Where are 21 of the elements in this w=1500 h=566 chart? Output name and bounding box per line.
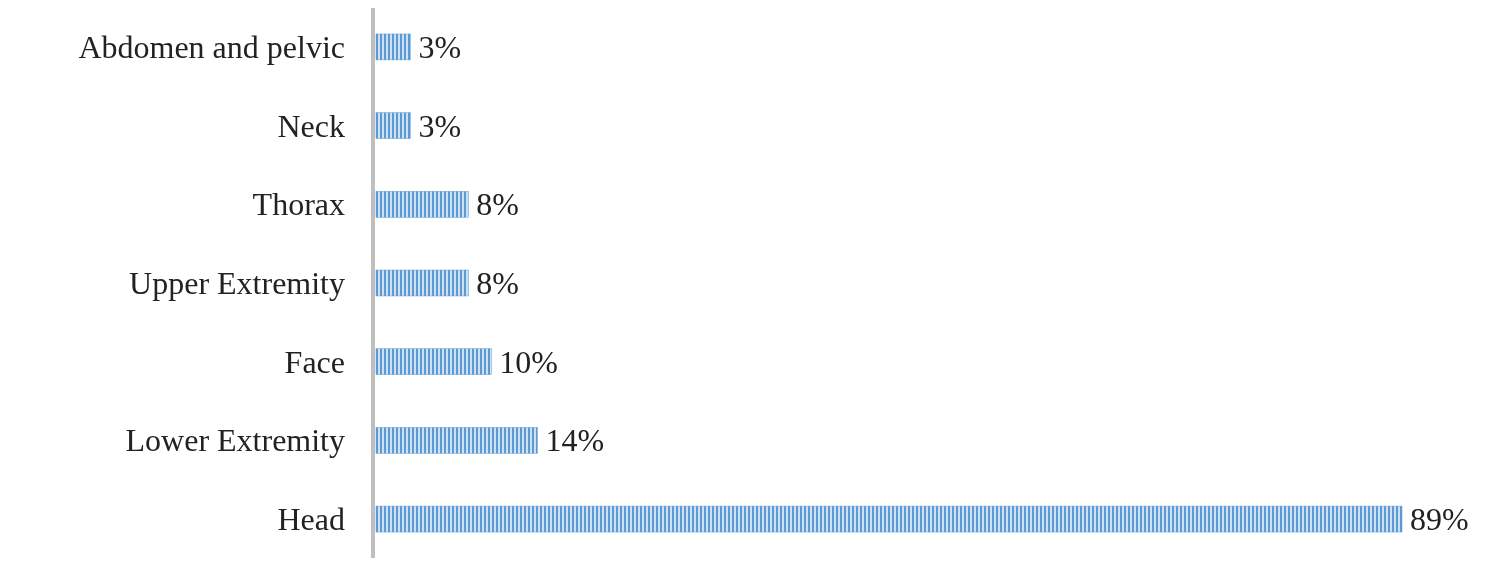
bar (375, 348, 492, 375)
y-tick-label: Thorax (252, 186, 345, 223)
y-tick-label: Upper Extremity (129, 265, 345, 301)
bar (375, 427, 538, 454)
y-tick-label: Neck (277, 107, 345, 144)
y-tick-label: Lower Extremity (125, 422, 345, 459)
y-tick-label: Abdomen and pelvic (78, 28, 345, 65)
data-label: 10% (499, 343, 558, 380)
bar (375, 191, 469, 218)
data-label: 14% (545, 422, 605, 459)
data-label: 8% (476, 186, 519, 223)
bar (375, 112, 411, 139)
bar (375, 269, 469, 297)
data-label: 8% (476, 265, 519, 301)
bar (375, 505, 1403, 533)
bar (375, 33, 411, 61)
y-tick-label: Head (277, 501, 345, 538)
y-tick-label: Face (284, 343, 345, 380)
data-label: 3% (418, 107, 462, 144)
data-label: 3% (418, 28, 462, 65)
data-label: 89% (1410, 501, 1469, 538)
